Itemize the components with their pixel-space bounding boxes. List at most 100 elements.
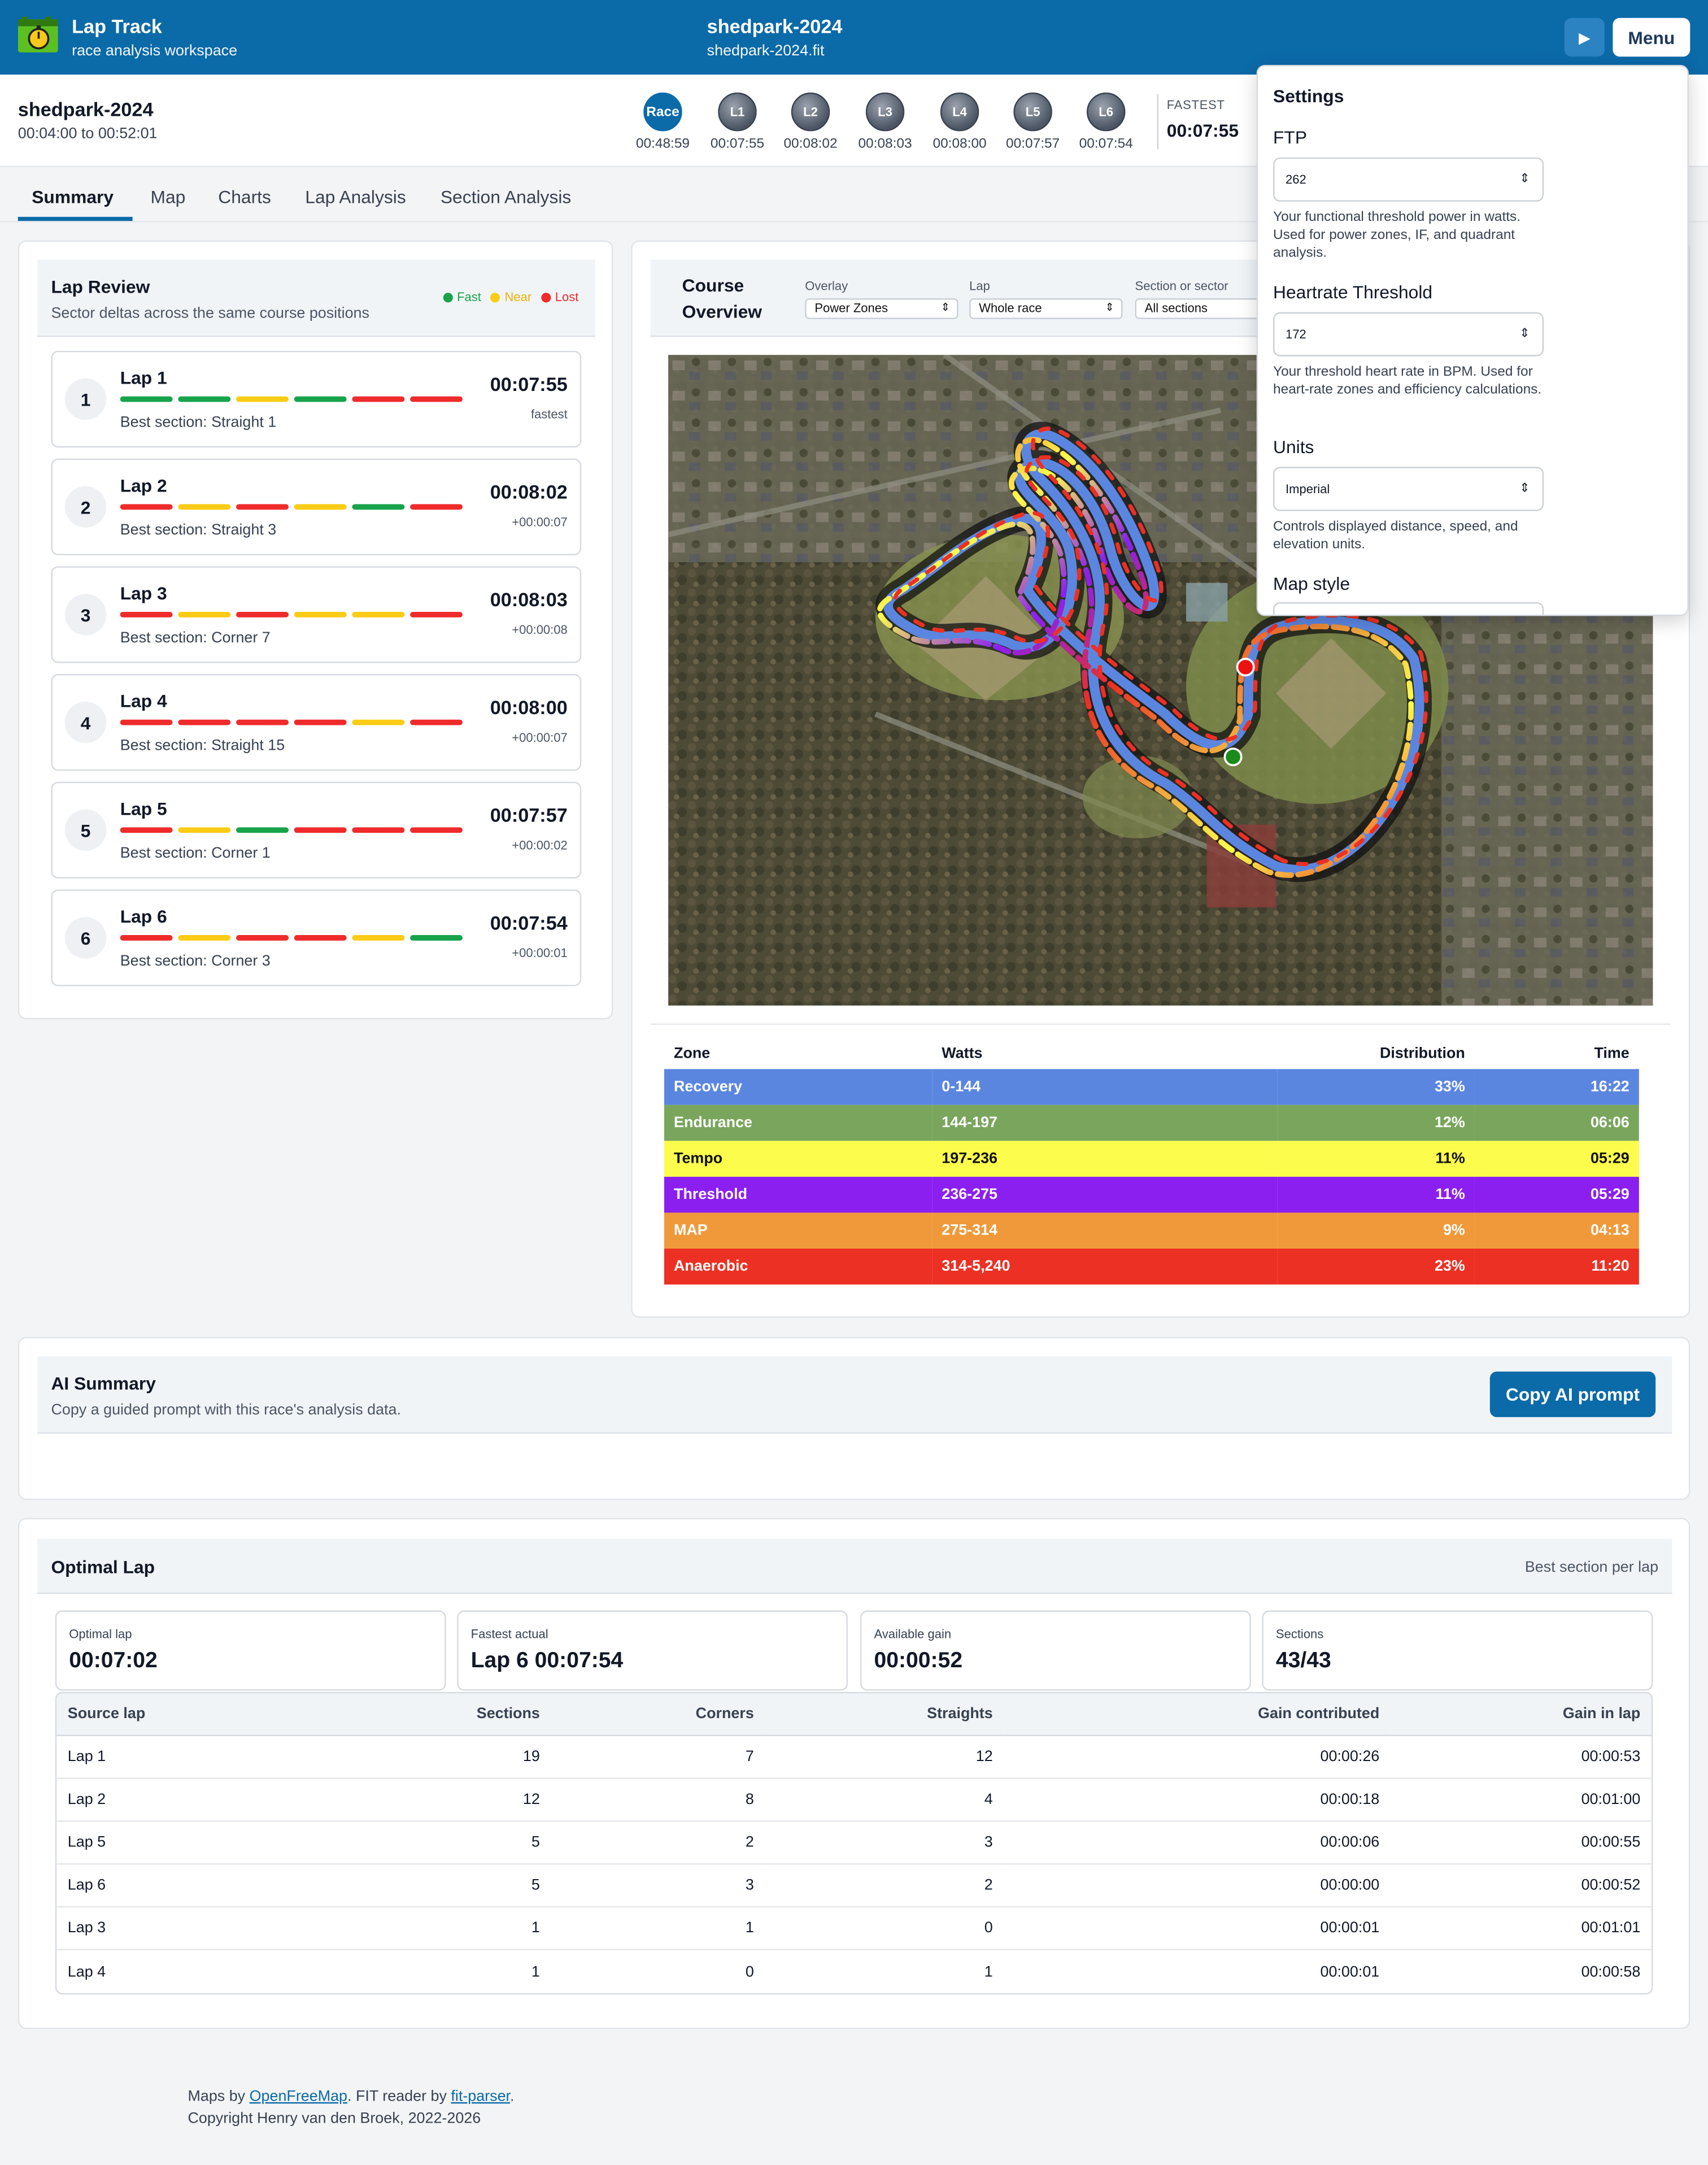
stepper-icon[interactable]: ⇕ <box>1519 171 1530 185</box>
table-cell: 00:00:01 <box>1004 1907 1391 1950</box>
lap-card[interactable]: 2 Lap 2 Best section: Straight 3 00:08:02 +0… <box>51 458 582 555</box>
sector-bar-fast <box>410 935 463 941</box>
lap-delta: +00:00:07 <box>512 731 568 745</box>
lap-card[interactable]: 3 Lap 3 Best section: Corner 7 00:08:03 +00:… <box>51 566 582 663</box>
col-watts: Watts <box>942 1045 983 1062</box>
units-select[interactable]: Imperial ⇕ <box>1273 467 1544 511</box>
table-cell: 00:00:01 <box>1320 1963 1380 1980</box>
sector-bar-lost <box>120 719 173 725</box>
select-arrow-icon: ⇕ <box>940 301 950 314</box>
zone-distribution: 9% <box>1443 1222 1465 1239</box>
tab-section-analysis[interactable]: Section Analysis <box>440 186 572 207</box>
table-cell: 1 <box>531 1963 540 1980</box>
lap-best-section: Best section: Corner 1 <box>120 845 271 862</box>
sector-bar-lost <box>410 827 463 833</box>
table-cell: Lap 2 <box>56 1779 386 1822</box>
lap-number: 5 <box>64 809 107 851</box>
tab-map[interactable]: Map <box>150 186 186 207</box>
fit-parser-link[interactable]: fit-parser <box>451 2088 511 2105</box>
table-row: Lap 3 1 1 0 00:00:01 00:01:01 <box>56 1907 1652 1950</box>
col-distribution: Distribution <box>1379 1045 1465 1062</box>
chip-badge: L1 <box>718 92 757 132</box>
race-range: 00:04:00 to 00:52:01 <box>18 125 158 142</box>
sector-bars <box>120 935 463 941</box>
sector-bars <box>120 612 463 618</box>
optimal-lap-card: Optimal Lap Best section per lap <box>18 1518 1690 2029</box>
sector-bar-lost <box>410 612 463 618</box>
lap-time: 00:08:02 <box>490 480 568 503</box>
lap-review-header: Lap Review Sector deltas across the same… <box>37 259 595 337</box>
course-map[interactable] <box>668 355 1653 1006</box>
table-cell: 19 <box>385 1736 551 1779</box>
sector-bar-lost <box>410 396 463 402</box>
sector-bar-near <box>294 612 347 618</box>
play-icon: ▶ <box>1578 29 1591 46</box>
sector-bar-lost <box>410 719 463 725</box>
table-cell: 1 <box>385 1907 551 1950</box>
openfreemap-link[interactable]: OpenFreeMap <box>249 2088 348 2105</box>
menu-button[interactable]: Menu <box>1613 18 1690 57</box>
lap-card[interactable]: 6 Lap 6 Best section: Corner 3 00:07:54 +00:… <box>51 889 582 986</box>
sector-bar-lost <box>120 827 173 833</box>
lap-review-card: Lap Review Sector deltas across the same… <box>18 240 613 1020</box>
lap-title: Lap 2 <box>120 475 167 496</box>
overlay-select[interactable]: Power Zones ⇕ <box>805 298 958 319</box>
table-cell: 00:00:58 <box>1581 1963 1641 1980</box>
lap-card[interactable]: 4 Lap 4 Best section: Straight 15 00:08:00 +… <box>51 674 582 771</box>
table-cell: 00:00:18 <box>1004 1779 1391 1822</box>
table-cell: 1 <box>984 1963 993 1980</box>
tab-summary[interactable]: Summary <box>32 186 114 207</box>
col-zone: Zone <box>674 1045 711 1062</box>
lap-card[interactable]: 1 Lap 1 Best section: Straight 1 00:07:55 fa… <box>51 350 582 448</box>
table-cell: 5 <box>385 1864 551 1908</box>
near-dot-icon <box>491 292 501 302</box>
lap-chip-l1[interactable]: L1 00:07:55 <box>700 92 774 152</box>
lap-chip-l5[interactable]: L5 00:07:57 <box>996 92 1070 152</box>
lap-card[interactable]: 5 Lap 5 Best section: Corner 1 00:07:57 +00:… <box>51 781 582 879</box>
lap-chip-l2[interactable]: L2 00:08:02 <box>773 92 848 152</box>
units-help: Controls displayed distance, speed, and … <box>1273 519 1518 553</box>
map-style-select[interactable] <box>1273 602 1544 615</box>
tab-charts[interactable]: Charts <box>218 186 271 207</box>
divider <box>1157 94 1159 150</box>
table-cell: 00:00:53 <box>1390 1736 1652 1779</box>
legend: Fast Near Lost <box>443 290 578 304</box>
table-cell: 2 <box>551 1822 765 1865</box>
race-name: shedpark-2024 <box>18 98 154 120</box>
lost-dot-icon <box>541 292 551 302</box>
stat-label: Fastest actual <box>470 1627 548 1641</box>
table-cell: 1 <box>551 1907 765 1950</box>
lap-select[interactable]: Whole race ⇕ <box>969 298 1123 319</box>
ai-summary-header: AI Summary Copy a guided prompt with thi… <box>37 1356 1672 1434</box>
lap-chip-l3[interactable]: L3 00:08:03 <box>848 92 922 152</box>
fastest-label: FASTEST <box>1166 98 1225 112</box>
hr-input[interactable]: 172 ⇕ <box>1273 312 1544 357</box>
stopwatch-logo-icon <box>18 16 58 53</box>
lap-chip-l4[interactable]: L4 00:08:00 <box>922 92 997 152</box>
copy-ai-prompt-button[interactable]: Copy AI prompt <box>1489 1371 1656 1418</box>
zone-row: MAP 275-314 9% 04:13 <box>664 1212 1639 1249</box>
play-button[interactable]: ▶ <box>1564 18 1605 57</box>
sector-bar-lost <box>410 504 463 510</box>
lap-chip-race[interactable]: Race 00:48:59 <box>625 92 700 152</box>
lap-delta: +00:00:07 <box>512 515 568 529</box>
sector-bar-near <box>352 935 405 941</box>
ai-summary-title: AI Summary <box>51 1373 156 1394</box>
sector-bars <box>120 719 463 725</box>
lap-title: Lap 3 <box>120 582 167 604</box>
zone-row: Threshold 236-275 11% 05:29 <box>664 1176 1639 1213</box>
stepper-icon[interactable]: ⇕ <box>1519 325 1530 340</box>
start-marker-icon <box>1223 747 1243 767</box>
lap-time: 00:07:55 <box>490 373 568 395</box>
sector-bar-fast <box>236 827 289 833</box>
sector-bar-near <box>178 935 231 941</box>
ftp-label: FTP <box>1273 127 1308 148</box>
table-cell: 00:00:52 <box>1390 1864 1652 1908</box>
sector-bar-lost <box>236 612 289 618</box>
zone-time: 16:22 <box>1590 1079 1629 1095</box>
tab-lap-analysis[interactable]: Lap Analysis <box>305 186 406 207</box>
lap-chip-l6[interactable]: L6 00:07:54 <box>1069 92 1143 152</box>
ftp-input[interactable]: 262 ⇕ <box>1273 157 1544 202</box>
sector-bar-lost <box>294 719 347 725</box>
